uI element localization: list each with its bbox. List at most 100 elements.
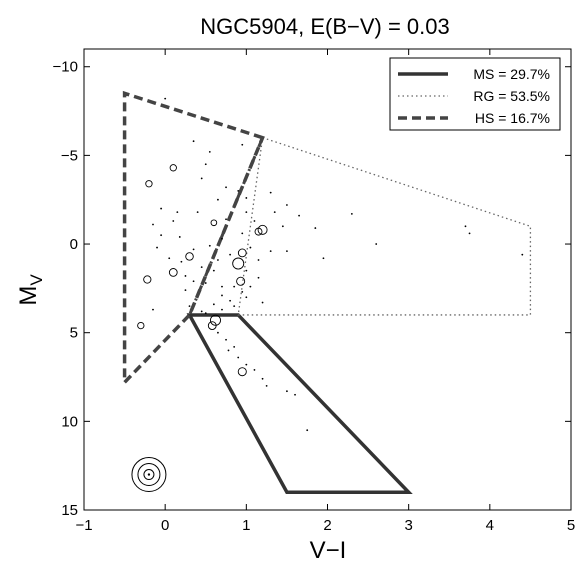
y-tick-label-1: 10	[61, 413, 78, 430]
data-dot-72	[176, 211, 179, 214]
data-dot-70	[152, 308, 154, 311]
data-dot-24	[229, 253, 232, 256]
data-dot-56	[200, 310, 203, 313]
data-dot-18	[241, 232, 244, 235]
data-dot-50	[229, 299, 232, 302]
data-circle-1	[169, 164, 177, 172]
data-circle-4	[254, 227, 263, 236]
region-ms	[186, 313, 413, 495]
data-dot-59	[225, 338, 227, 341]
data-circle-7	[232, 257, 245, 270]
x-tick-label-1: 0	[161, 517, 169, 534]
data-dot-39	[375, 243, 378, 245]
x-tick-label-2: 1	[242, 517, 250, 534]
chart-title: NGC5904, E(B−V) = 0.03	[200, 14, 449, 39]
data-dot-34	[168, 257, 171, 260]
region-hs	[122, 90, 265, 387]
symbol-key-ring-0	[131, 457, 167, 493]
data-dot-64	[253, 369, 256, 371]
data-dot-61	[227, 349, 230, 352]
data-dot-79	[221, 285, 223, 288]
data-circle-14	[237, 367, 247, 377]
data-dot-51	[233, 305, 236, 307]
data-dot-76	[217, 259, 219, 261]
data-dot-41	[468, 232, 471, 235]
data-dot-25	[269, 250, 272, 253]
data-dot-75	[245, 211, 248, 214]
data-dot-73	[196, 211, 199, 214]
point-dots	[152, 97, 524, 432]
chart-legend: MS = 29.7% RG = 53.5% HS = 16.7%	[389, 57, 561, 131]
data-circle-8	[168, 268, 178, 277]
data-dot-20	[208, 244, 211, 247]
data-dot-66	[265, 384, 268, 387]
data-circle-0	[145, 180, 153, 188]
data-dot-9	[217, 198, 219, 201]
data-dot-35	[212, 269, 215, 272]
data-dot-17	[314, 227, 317, 229]
data-dot-13	[298, 214, 300, 217]
data-dot-19	[221, 237, 223, 240]
data-dot-63	[245, 363, 248, 366]
data-dot-14	[350, 212, 353, 215]
y-axis-ticks: 15 10 5 0 −5 −10	[53, 59, 571, 519]
x-axis-ticks: −1 0 1 2 3 4 5	[75, 49, 575, 534]
data-dot-7	[237, 189, 240, 192]
data-dot-48	[221, 294, 223, 297]
data-circle-10	[236, 276, 246, 286]
data-dot-30	[152, 223, 154, 226]
x-tick-label-3: 2	[323, 517, 331, 534]
data-dot-0	[164, 97, 167, 100]
data-circle-9	[143, 275, 152, 284]
data-dot-36	[245, 269, 248, 272]
data-dot-40	[464, 225, 467, 228]
y-axis-label-main: M	[15, 286, 42, 306]
data-dot-29	[160, 234, 163, 237]
data-dot-33	[178, 236, 181, 238]
legend-label-hs: HS = 16.7%	[475, 110, 550, 126]
x-tick-label-5: 4	[486, 517, 494, 534]
data-dot-15	[253, 220, 256, 222]
data-dot-68	[294, 393, 296, 396]
x-tick-label-0: −1	[75, 517, 92, 534]
data-circle-6	[185, 252, 194, 261]
y-tick-label-3: 0	[70, 236, 78, 253]
y-axis-label: MV	[15, 274, 46, 306]
data-dot-4	[204, 163, 207, 166]
point-circles	[137, 164, 268, 377]
data-dot-60	[233, 345, 236, 348]
data-dot-16	[281, 225, 284, 228]
data-circle-3	[257, 224, 268, 235]
data-dot-22	[286, 250, 288, 253]
data-dot-55	[188, 305, 191, 307]
data-dot-28	[156, 246, 158, 249]
data-dot-6	[225, 186, 227, 189]
data-dot-45	[241, 291, 244, 293]
data-dot-54	[204, 312, 207, 315]
data-dot-26	[200, 266, 203, 268]
legend-label-rg: RG = 53.5%	[473, 88, 550, 104]
legend-label-ms: MS = 29.7%	[473, 66, 550, 82]
data-dot-71	[184, 275, 187, 277]
y-tick-label-0: 15	[61, 502, 78, 519]
x-tick-label-6: 5	[567, 517, 575, 534]
data-dot-52	[212, 303, 215, 306]
data-dot-3	[241, 143, 244, 146]
data-dot-46	[204, 282, 207, 284]
data-dot-5	[200, 177, 203, 180]
x-tick-label-4: 3	[404, 517, 412, 534]
y-axis-label-subscript: V	[27, 274, 46, 286]
data-dot-43	[233, 285, 236, 288]
data-dot-42	[521, 253, 524, 256]
data-dot-27	[180, 260, 183, 263]
data-dot-62	[237, 356, 240, 359]
symbol-key-ring-1	[137, 463, 161, 487]
data-dot-47	[184, 289, 187, 292]
symbol-size-key	[131, 457, 167, 493]
symbol-key-ring-2	[143, 469, 155, 481]
data-dot-78	[192, 280, 195, 283]
data-circle-13	[137, 321, 145, 330]
data-dot-21	[249, 246, 252, 249]
data-dot-44	[249, 285, 252, 288]
data-circle-12	[207, 321, 217, 330]
